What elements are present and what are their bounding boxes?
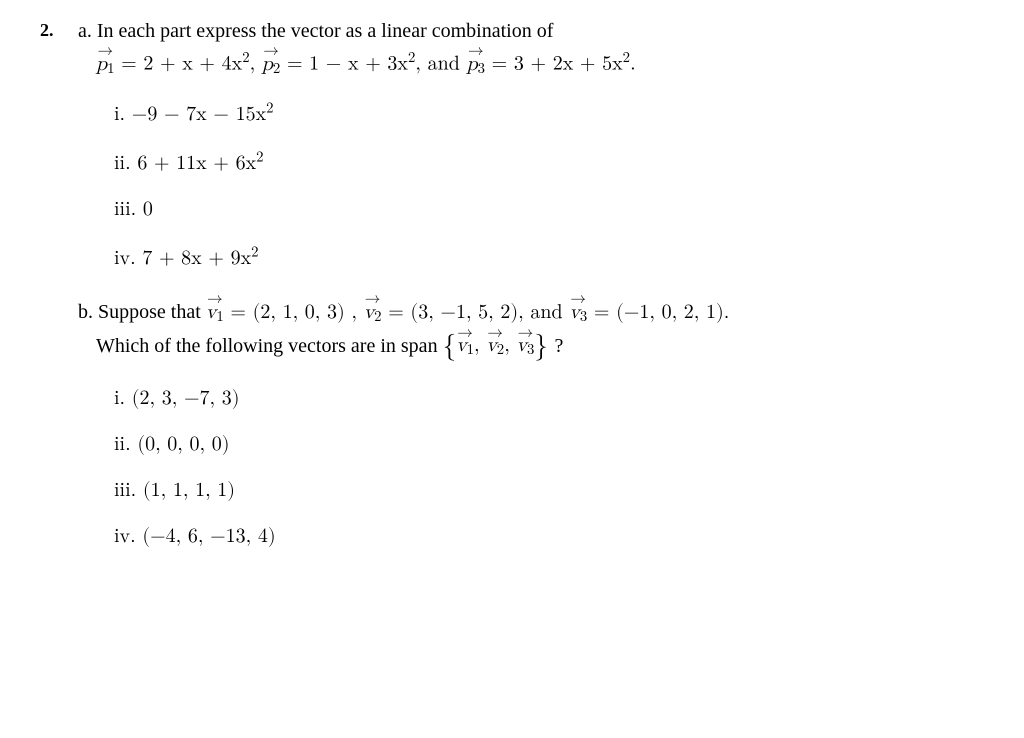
a-iii-expr: 0: [143, 199, 153, 219]
a-iii-label: iii.: [114, 199, 136, 219]
a-ii-expr: 6 + 11x + 6x: [137, 153, 256, 173]
b-iv-label: iv.: [114, 526, 136, 546]
b-iii-label: iii.: [114, 480, 136, 500]
a-iv-label: iv.: [114, 248, 136, 268]
a-i-expr: −9 − 7x − 15x: [132, 104, 266, 124]
and-text-a: , and: [415, 54, 466, 74]
part-b-item-iv: iv. (−4, 6, −13, 4): [114, 524, 984, 548]
part-b-item-iii: iii. (1, 1, 1, 1): [114, 478, 984, 502]
problem-content: a. In each part express the vector as a …: [78, 20, 984, 578]
a-i-label: i.: [114, 104, 125, 124]
part-b-suppose: Suppose that: [98, 301, 206, 323]
and-text-b: , and: [518, 302, 569, 322]
period-b: .: [724, 302, 730, 322]
p2-expr: 1 − x + 3x: [309, 54, 408, 74]
part-b: b. Suppose that v1 = (2, 1, 0, 3) , v2 =…: [78, 300, 984, 548]
vectors-b-definition: v1 = (2, 1, 0, 3) , v2 = (3, −1, 5, 2), …: [206, 302, 730, 322]
problem-number: 2.: [40, 20, 60, 578]
b-ii-expr: (0, 0, 0, 0): [137, 434, 229, 454]
part-b-question: Which of the following vectors are in sp…: [96, 334, 443, 356]
part-a-item-iv: iv. 7 + 8x + 9x2: [114, 243, 984, 270]
part-a-label: a.: [78, 20, 92, 42]
part-b-item-i: i. (2, 3, −7, 3): [114, 386, 984, 410]
p1-expr: 2 + x + 4x: [143, 54, 242, 74]
part-a-item-ii: ii. 6 + 11x + 6x2: [114, 148, 984, 175]
qmark: ?: [555, 334, 564, 356]
part-a-intro: In each part express the vector as a lin…: [97, 20, 553, 42]
v3-expr: (−1, 0, 2, 1): [616, 302, 724, 322]
b-i-expr: (2, 3, −7, 3): [132, 388, 240, 408]
period-a: .: [630, 54, 636, 74]
p3-expr: 3 + 2x + 5x: [514, 54, 623, 74]
v2-expr: (3, −1, 5, 2): [410, 302, 518, 322]
b-iii-expr: (1, 1, 1, 1): [143, 480, 235, 500]
part-b-label: b.: [78, 301, 93, 323]
vectors-definition: p1 = 2 + x + 4x2, p2 = 1 − x + 3x2, and …: [96, 49, 636, 78]
part-a-sublist: i. −9 − 7x − 15x2 ii. 6 + 11x + 6x2 iii.…: [114, 100, 984, 270]
a-ii-label: ii.: [114, 153, 131, 173]
part-b-item-ii: ii. (0, 0, 0, 0): [114, 432, 984, 456]
problem: 2. a. In each part express the vector as…: [40, 20, 984, 578]
part-a-item-i: i. −9 − 7x − 15x2: [114, 100, 984, 127]
b-ii-label: ii.: [114, 434, 131, 454]
part-a-item-iii: iii. 0: [114, 197, 984, 221]
part-a: a. In each part express the vector as a …: [78, 20, 984, 270]
b-iv-expr: (−4, 6, −13, 4): [142, 526, 275, 546]
b-i-label: i.: [114, 388, 125, 408]
v1-expr: (2, 1, 0, 3): [253, 302, 345, 322]
a-iv-expr: 7 + 8x + 9x: [142, 248, 251, 268]
part-b-sublist: i. (2, 3, −7, 3) ii. (0, 0, 0, 0) iii. (…: [114, 386, 984, 548]
